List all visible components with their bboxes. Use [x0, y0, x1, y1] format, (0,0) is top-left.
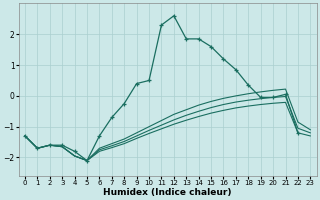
X-axis label: Humidex (Indice chaleur): Humidex (Indice chaleur) — [103, 188, 232, 197]
